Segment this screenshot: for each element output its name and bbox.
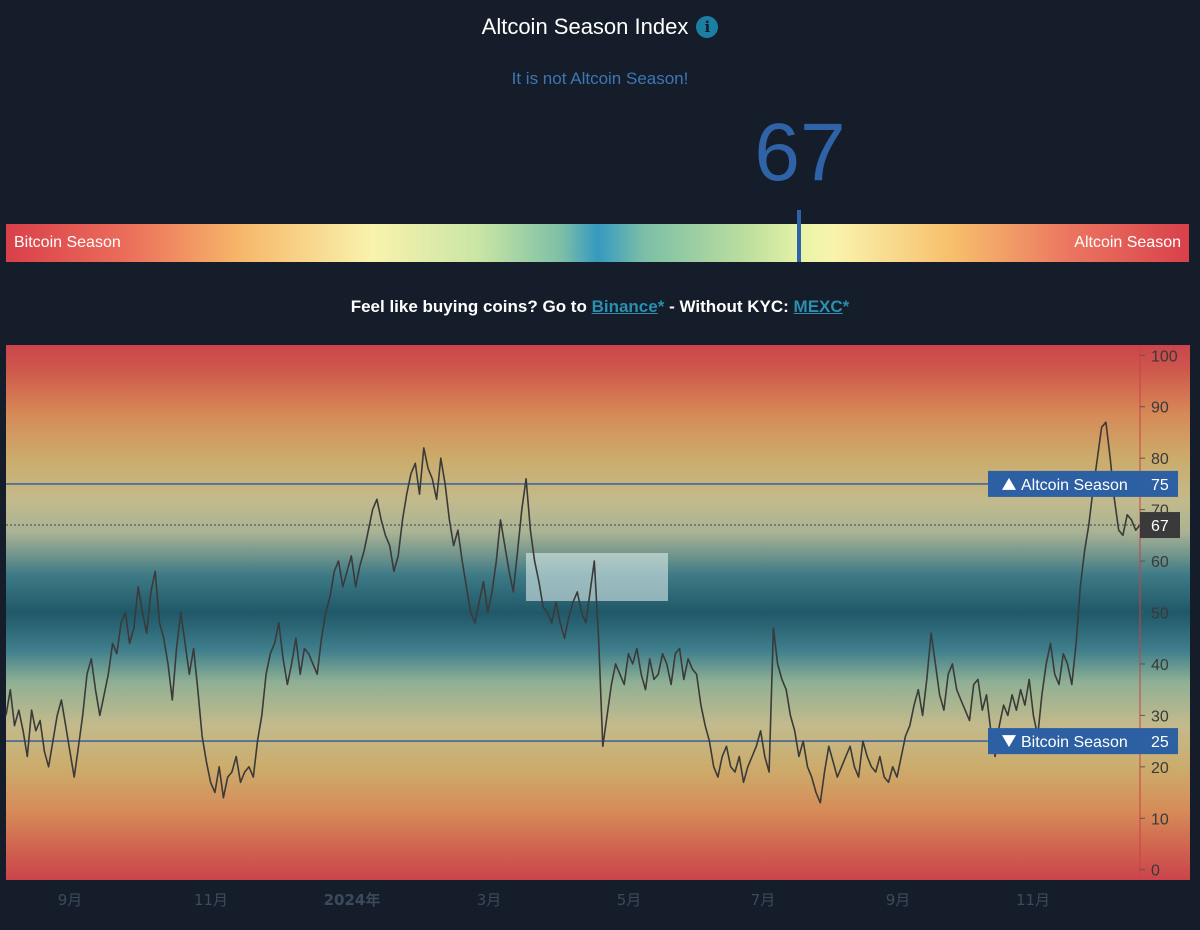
gauge-value-marker bbox=[796, 210, 801, 262]
current-value-badge-text: 67 bbox=[1151, 518, 1169, 535]
y-tick-label: 80 bbox=[1151, 451, 1169, 468]
y-tick-label: 0 bbox=[1151, 863, 1160, 880]
promo-prefix: Feel like buying coins? Go to bbox=[350, 297, 587, 316]
season-gauge-bar: Bitcoin Season Altcoin Season bbox=[6, 210, 1189, 262]
plot-background bbox=[6, 345, 1140, 880]
x-tick-label: 3月 bbox=[477, 891, 502, 909]
y-tick-label: 100 bbox=[1151, 348, 1178, 365]
y-tick-label: 30 bbox=[1151, 708, 1169, 725]
threshold-value-text: 75 bbox=[1151, 477, 1169, 494]
x-tick-label: 7月 bbox=[751, 891, 776, 909]
current-index-value: 67 bbox=[754, 107, 846, 198]
threshold-lines bbox=[6, 483, 1140, 742]
promo-text: Feel like buying coins? Go to Binance* -… bbox=[0, 297, 1200, 317]
current-value-badge bbox=[1140, 512, 1180, 539]
x-tick-label: 2024年 bbox=[324, 891, 381, 909]
x-axis-background bbox=[0, 880, 1200, 925]
x-tick-label: 9月 bbox=[886, 891, 911, 909]
binance-star: * bbox=[657, 297, 665, 316]
threshold-value-text: 25 bbox=[1151, 734, 1169, 751]
page-title: Altcoin Season Index bbox=[481, 14, 689, 39]
y-tick-label: 90 bbox=[1151, 400, 1169, 417]
threshold-label-box bbox=[988, 728, 1178, 755]
triangle-up-icon bbox=[1002, 477, 1016, 490]
y-tick-label: 10 bbox=[1151, 811, 1169, 828]
threshold-labels: Altcoin Season 75 Bitcoin Season 25 67 bbox=[988, 470, 1180, 755]
threshold-label-box bbox=[988, 470, 1178, 497]
info-icon[interactable]: i bbox=[696, 16, 719, 38]
title-row: Altcoin Season Index i bbox=[0, 14, 1200, 40]
mexc-star: * bbox=[842, 297, 850, 316]
triangle-down-icon bbox=[1002, 735, 1016, 748]
y-tick-label: 50 bbox=[1151, 606, 1169, 623]
x-tick-label: 11月 bbox=[194, 891, 228, 909]
y-tick-label: 40 bbox=[1151, 657, 1169, 674]
mexc-link[interactable]: MEXC bbox=[793, 297, 843, 316]
threshold-label-text: Bitcoin Season bbox=[1021, 734, 1128, 751]
y-tick-label: 20 bbox=[1151, 760, 1169, 777]
watermark-box bbox=[526, 553, 668, 601]
season-status-text: It is not Altcoin Season! bbox=[511, 69, 689, 88]
gauge-label-altcoin-season: Altcoin Season bbox=[1074, 234, 1181, 251]
y-axis-background bbox=[1140, 345, 1190, 880]
promo-middle: - Without KYC: bbox=[664, 297, 794, 316]
x-tick-label: 9月 bbox=[58, 891, 83, 909]
index-series-line bbox=[5, 421, 1141, 804]
x-tick-label: 5月 bbox=[617, 891, 642, 909]
x-tick-label: 11月 bbox=[1016, 891, 1050, 909]
x-axis: 9月 11月 2024年 3月 5月 7月 9月 11月 bbox=[0, 880, 1200, 925]
threshold-label-text: Altcoin Season bbox=[1021, 477, 1128, 494]
binance-link[interactable]: Binance bbox=[591, 297, 658, 316]
y-tick-label: 60 bbox=[1151, 554, 1169, 571]
gauge-label-bitcoin-season: Bitcoin Season bbox=[14, 234, 121, 251]
